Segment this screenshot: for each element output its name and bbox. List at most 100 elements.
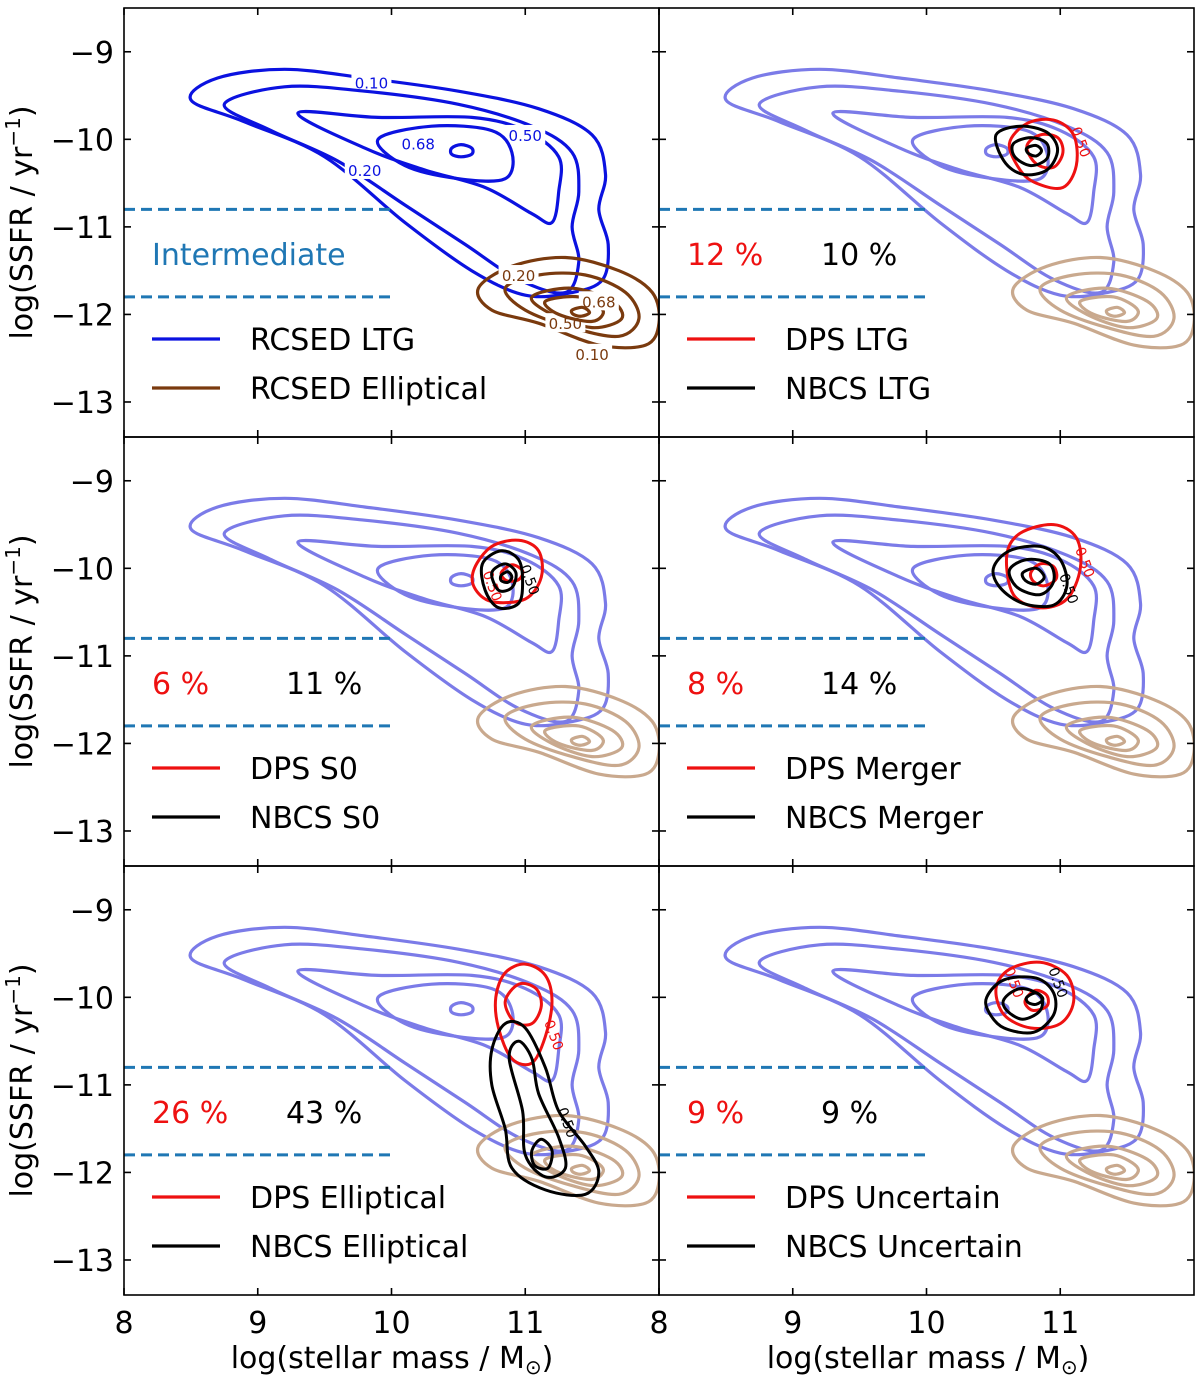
rcsed-elliptical-contour-0.95 [569,734,592,747]
y-tick-label: −13 [51,386,114,421]
dps-fraction: 26 % [152,1096,228,1131]
y-tick-label: −13 [51,815,114,850]
dps-contour-0 [493,962,554,1067]
y-tick-label: −11 [51,211,114,246]
plot-area: 0.500.50 [659,496,1194,779]
x-axis-label-left: log(stellar mass / M⊙) [231,1341,554,1378]
nbcs-contour-0 [991,544,1069,609]
x-tick-label: 8 [114,1306,133,1341]
dps-contour-0 [994,960,1076,1031]
plot-area: 0.500.50 [124,925,659,1208]
rcsed-ltg-contour-0.20 [757,942,1116,1153]
rcsed-elliptical-contour-0.68 [543,723,605,753]
nbcs-contour-2 [1024,991,1045,1006]
rcsed-ltg-contour-label: 0.68 [402,136,435,154]
rcsed-ltg-contour-0.95 [448,142,475,159]
rcsed-ltg-contour-0.95 [448,1000,475,1017]
legend: RCSED LTG RCSED Elliptical [152,323,487,407]
rcsed-elliptical-contour-0.68 [543,294,605,324]
dps-contour-1 [1023,988,1050,1013]
rcsed-elliptical-contour-0.95 [1104,734,1127,747]
y-tick-label: −10 [51,981,114,1016]
rcsed-elliptical-contour-0.68 [1078,294,1140,324]
rcsed-ltg-contour-0.10 [723,925,1146,1157]
nbcs-contour-1 [490,562,518,593]
rcsed-elliptical-contour-0.50 [1064,286,1160,330]
legend: DPS S0 NBCS S0 [152,752,380,836]
rcsed-ltg-contour-0.50 [296,538,564,655]
nbcs-fraction: 9 % [821,1096,878,1131]
rcsed-elliptical-contour-0.68 [1078,1152,1140,1182]
rcsed-elliptical-contour-0.95 [1104,1163,1127,1176]
rcsed-ltg-contour-label: 0.50 [509,127,542,145]
rcsed-ltg-contour-0.10 [723,67,1146,299]
rcsed-elliptical-contour-0.50 [529,1144,625,1188]
nbcs-fraction: 14 % [821,667,897,702]
rcsed-ltg-contour-0.68 [375,124,515,183]
nbcs-fraction: 10 % [821,238,897,273]
rcsed-ltg-contour-0.20 [222,513,581,724]
y-tick-label: −9 [70,465,114,500]
contour-label-bg [398,133,439,153]
panel-uncertain: 0.50 0.509 % 9 % DPS Uncertain NBCS Uncertai… [649,865,1195,1341]
rcsed-elliptical-contour-0.95 [569,305,592,318]
dps-contour-0 [470,538,544,605]
contour-label-bg [344,159,385,179]
dps-contour-label: 0.50 [1067,125,1093,160]
rcsed-ltg-contour-0.50 [831,109,1099,226]
rcsed-elliptical-contour-0.50 [529,715,625,759]
panel-s0: 0.50 0.506 % 11 % DPS S0 NBCS S0 −9 −10 −11 −12 −… [1,436,660,867]
nbcs-fraction: 11 % [286,667,362,702]
rcsed-elliptical-contour-0.50 [1064,715,1160,759]
axis-titles: log(stellar mass / M⊙) log(stellar mass … [231,1341,1090,1378]
rcsed-ltg-contour-0.68 [375,553,515,612]
y-tick-label: −11 [51,640,114,675]
rcsed-elliptical-contour-0.68 [1078,723,1140,753]
dps-contour-1 [1028,562,1059,588]
y-tick-label: −12 [51,298,114,333]
rcsed-ltg-contour-0.20 [757,84,1116,295]
legend-label: NBCS S0 [250,801,380,836]
panel-grid: 0.10 0.20 0.50 0.68 0.10 0.20 0.50 0.68 Intermed… [1,7,1195,1341]
nbcs-contour-0 [984,975,1058,1035]
y-axis-label: log(SSFR / yr−1) [1,963,40,1197]
rcsed-ltg-contour-0.20 [757,513,1116,724]
x-tick-label: 10 [372,1306,410,1341]
legend-label: DPS Merger [785,752,961,787]
x-axis-label-right: log(stellar mass / M⊙) [767,1341,1090,1378]
legend-label: NBCS LTG [785,372,931,407]
contour-label-bg [498,265,539,285]
nbcs-contour-1 [1010,136,1051,168]
y-axis-label: log(SSFR / yr−1) [1,534,40,768]
legend-label: DPS LTG [785,323,909,358]
rcsed-elliptical-contour-0.68 [543,1152,605,1182]
panel-merger: 0.500.508 % 14 % DPS Merger NBCS Merger [658,436,1195,867]
rcsed-ltg-contour-0.10 [723,496,1146,728]
rcsed-elliptical-contour-0.20 [503,700,641,768]
legend: DPS Uncertain NBCS Uncertain [687,1181,1023,1265]
legend-label: DPS Uncertain [785,1181,1001,1216]
legend: DPS Elliptical NBCS Elliptical [152,1181,468,1265]
intermediate-label: Intermediate [152,238,346,273]
nbcs-contour-0 [488,1019,601,1197]
panel-ltg-elliptical: 0.100.200.500.680.100.200.500.68Intermed… [1,7,660,438]
y-tick-label: −11 [51,1069,114,1104]
x-tick-label: 11 [506,1306,544,1341]
nbcs-contour-2 [1020,566,1046,586]
y-axis-label: log(SSFR / yr−1) [1,105,40,339]
y-tick-label: −12 [51,1156,114,1191]
rcsed-elliptical-contour-0.20 [1038,700,1176,768]
legend-label: NBCS Elliptical [250,1230,468,1265]
y-tick-label: −10 [51,123,114,158]
legend-label: NBCS Merger [785,801,984,836]
contour-label-bg [578,291,619,311]
rcsed-ltg-contour-0.20 [222,942,581,1153]
nbcs-fraction: 43 % [286,1096,362,1131]
contour-label-bg [505,124,546,144]
legend: DPS Merger NBCS Merger [687,752,984,836]
dps-fraction: 6 % [152,667,209,702]
rcsed-ltg-contour-0.95 [983,571,1010,588]
